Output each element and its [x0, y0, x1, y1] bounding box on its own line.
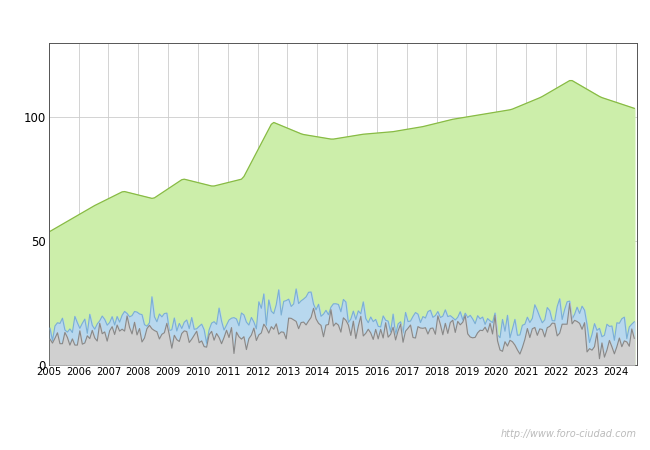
Text: http://www.foro-ciudad.com: http://www.foro-ciudad.com — [501, 429, 637, 439]
Text: Renau - Evolucion de la poblacion en edad de Trabajar Agosto de 2024: Renau - Evolucion de la poblacion en eda… — [70, 12, 580, 25]
